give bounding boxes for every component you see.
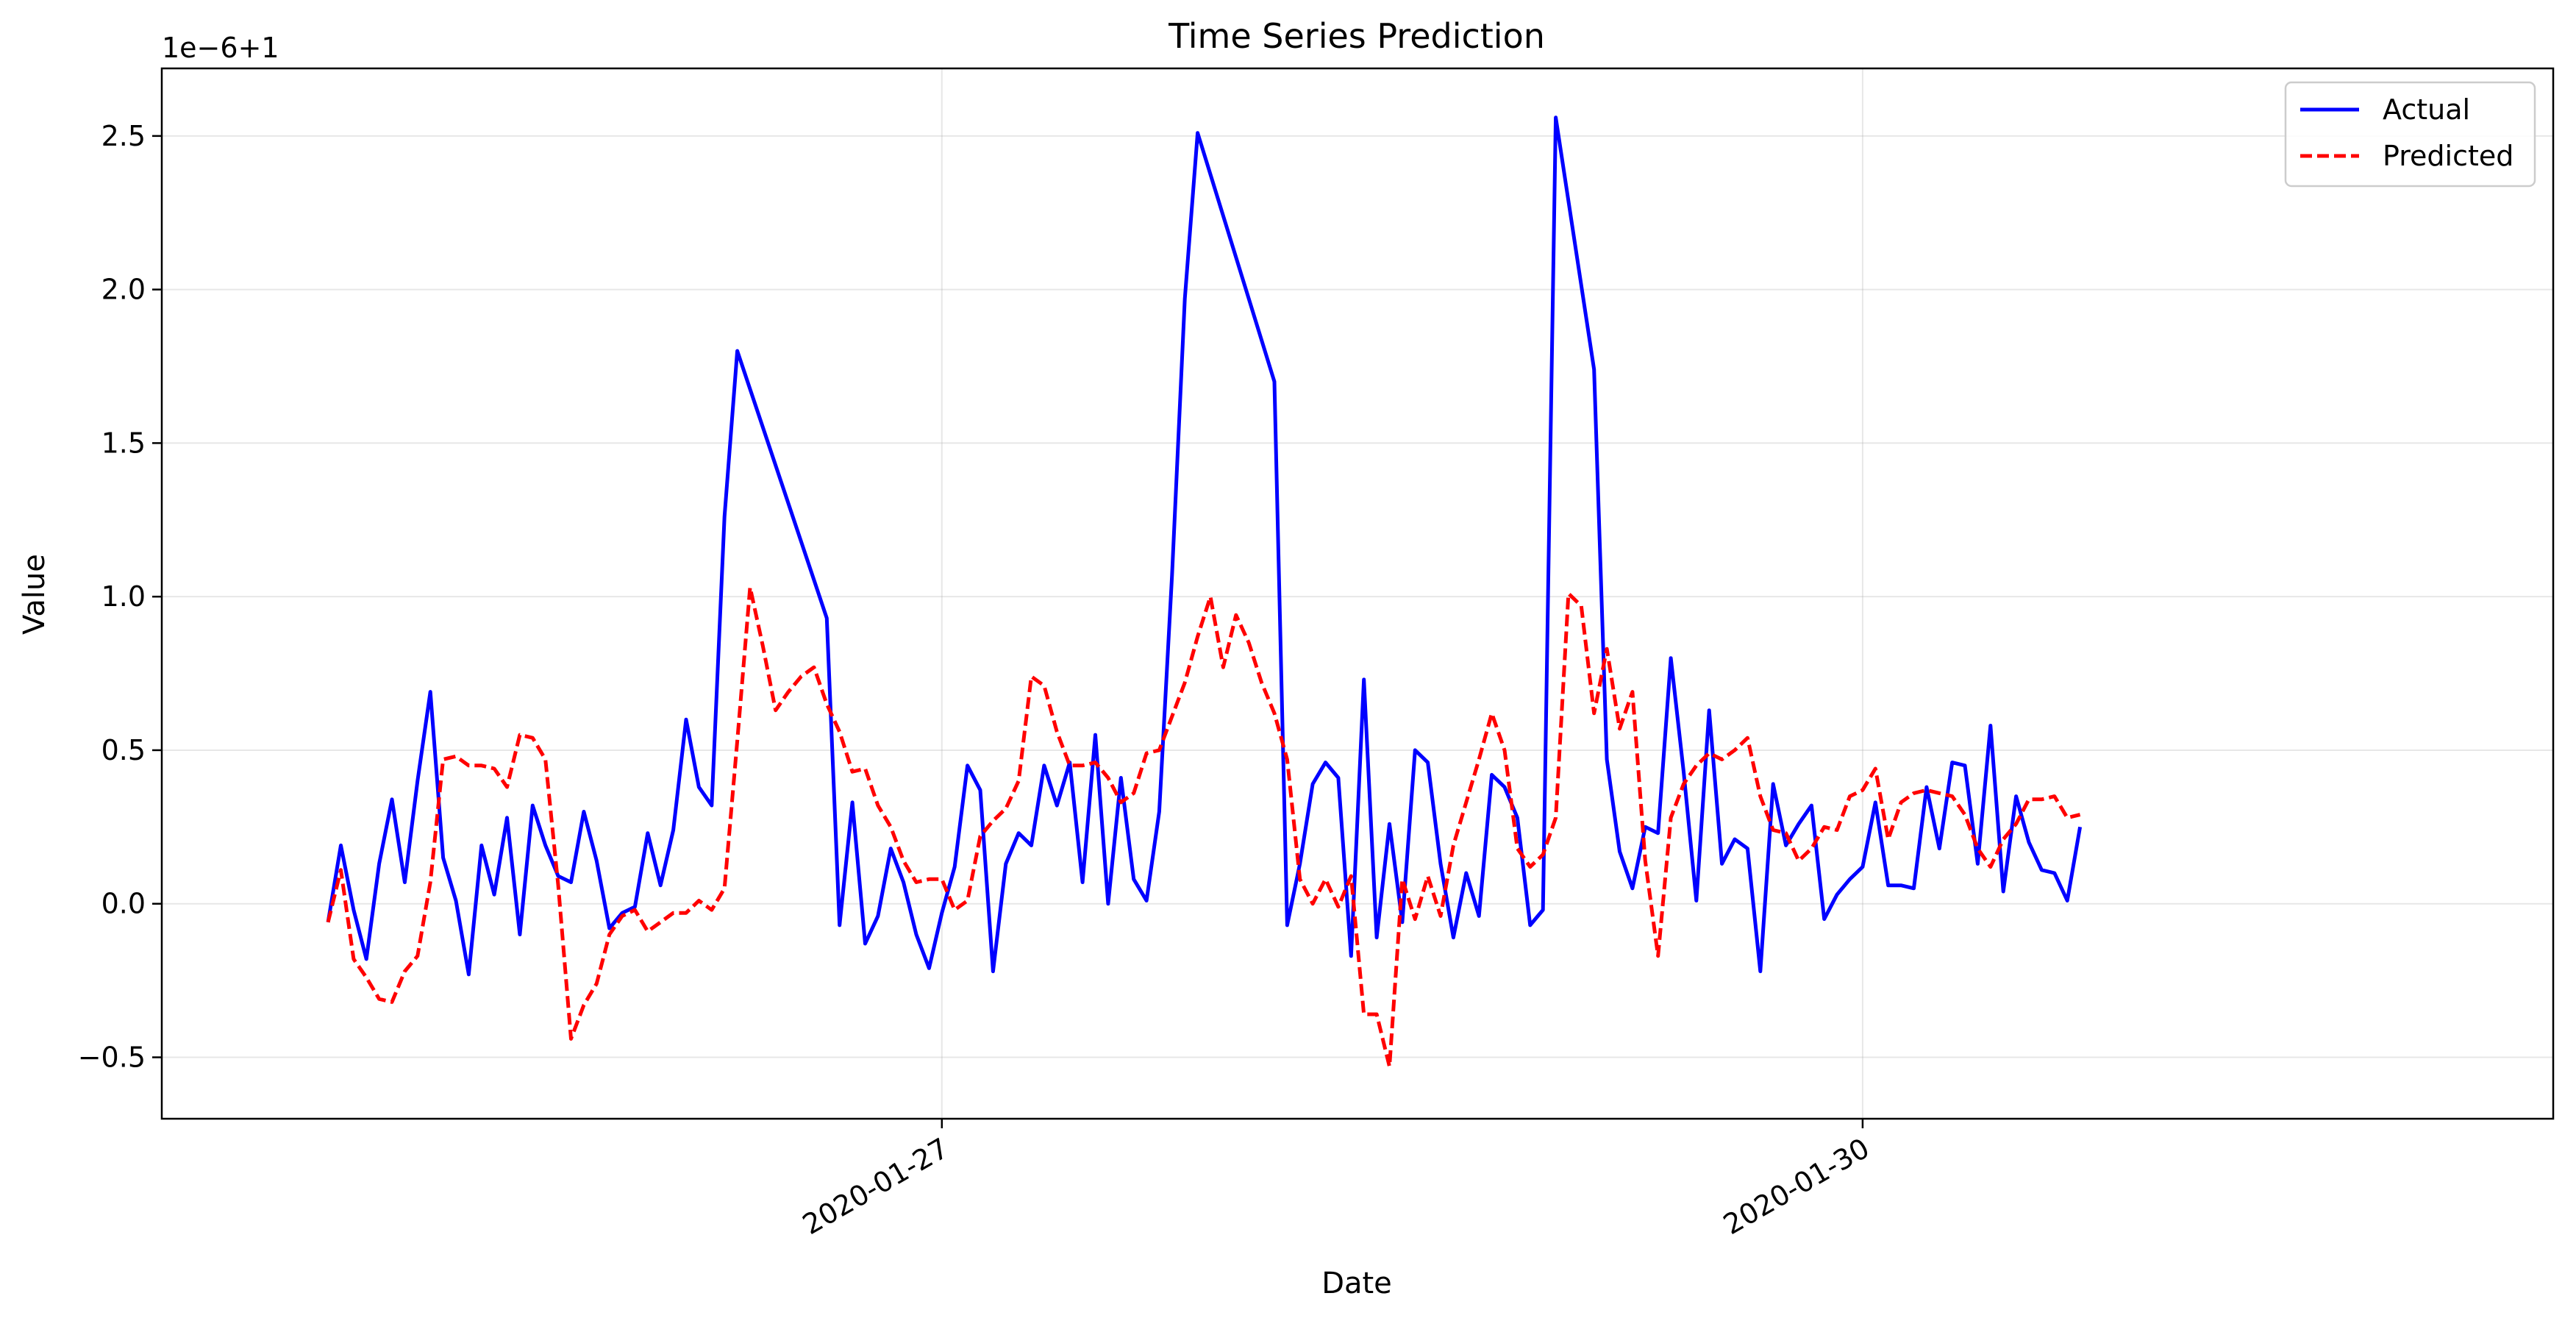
x-axis-ticks: 2020-01-27 2020-01-30 (797, 1119, 1874, 1241)
legend: Actual Predicted (2284, 81, 2536, 188)
y-tick-label: −0.5 (78, 1041, 146, 1073)
y-tick-label: 2.0 (101, 274, 146, 306)
y-tick-label: 0.5 (101, 734, 146, 766)
chart-title: Time Series Prediction (1168, 16, 1545, 56)
x-axis-label: Date (1321, 1267, 1392, 1300)
series-lines (326, 115, 2083, 1069)
y-tick-label: 2.5 (101, 120, 146, 152)
y-axis-label: Value (18, 554, 51, 635)
legend-actual-label: Actual (2383, 93, 2470, 126)
y-tick-label: 0.0 (101, 888, 146, 920)
x-tick-label: 2020-01-30 (1718, 1132, 1874, 1242)
y-tick-label: 1.0 (101, 580, 146, 613)
legend-predicted-label: Predicted (2383, 140, 2513, 172)
x-tick-label: 2020-01-27 (797, 1132, 954, 1242)
series-line-predicted (326, 585, 2081, 1069)
y-offset-label: 1e−6+1 (162, 32, 279, 64)
y-axis-ticks: −0.5 0.0 0.5 1.0 1.5 2.0 2.5 (78, 120, 162, 1073)
y-tick-label: 1.5 (101, 427, 146, 459)
plot-frame (160, 67, 2555, 1120)
series-line-actual (326, 115, 2083, 977)
